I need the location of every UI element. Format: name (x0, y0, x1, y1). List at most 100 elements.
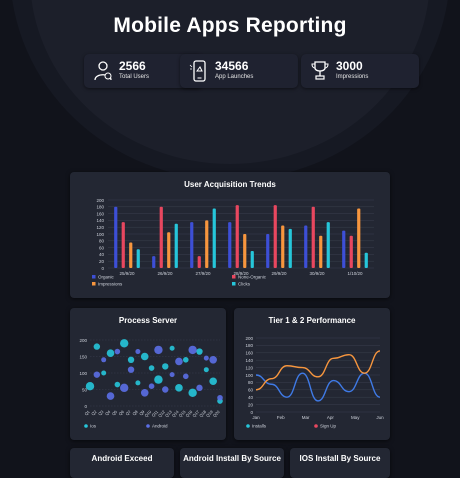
bar (228, 222, 232, 268)
y-tick-label: 0 (84, 404, 87, 409)
card-android-exceed: Android Exceed (70, 448, 174, 478)
bar (190, 222, 194, 268)
bar (250, 251, 254, 268)
x-tick-label: 28/9/20 (233, 271, 249, 276)
y-tick-label: 200 (96, 198, 104, 203)
series-line (255, 372, 381, 402)
bar (266, 234, 270, 268)
bar (205, 220, 209, 268)
scatter-point (169, 345, 175, 351)
x-tick-label: Q12 (157, 409, 166, 418)
bar (121, 222, 125, 268)
scatter-point (140, 352, 149, 361)
bar (304, 225, 308, 268)
bar (235, 205, 239, 268)
y-tick-label: 40 (248, 395, 254, 400)
scatter-point (106, 392, 115, 400)
card-tier-performance: Tier 1 & 2 Performance 200 180 160 140 120 10… (234, 308, 390, 440)
x-tick-label: Q7 (124, 409, 132, 417)
bar (129, 242, 133, 268)
y-tick-label: 20 (99, 259, 105, 264)
x-tick-label: Q1 (83, 409, 91, 417)
card-title: Process Server (118, 316, 178, 325)
scatter-point (209, 356, 217, 364)
scatter-point (175, 384, 183, 392)
scatter-point (209, 377, 217, 386)
legend-label: Sign Up (320, 424, 337, 429)
bar (174, 223, 178, 268)
x-tick-label: May (351, 415, 360, 420)
x-tick-label: Apr (327, 415, 335, 420)
scatter-point (135, 380, 141, 386)
y-tick-label: 200 (79, 338, 87, 343)
scatter-point (101, 370, 107, 376)
legend-label: Installs (252, 424, 267, 429)
bar (342, 230, 346, 268)
phone-icon (189, 60, 206, 82)
scatter-point (154, 375, 163, 384)
card-ios-install-by-source: IOS Install By Source (290, 448, 390, 478)
bar (114, 206, 118, 268)
legend-label: None-Organic (238, 274, 267, 279)
bar (273, 205, 277, 268)
x-tick-label: 29/9/20 (271, 271, 287, 276)
x-tick-label: Q11 (150, 409, 159, 418)
y-tick-label: 150 (79, 354, 87, 359)
bar (326, 222, 330, 268)
y-tick-label: 50 (82, 387, 88, 392)
trophy-icon (311, 61, 329, 80)
bar (212, 208, 216, 268)
scatter-point (85, 382, 95, 391)
y-tick-label: 100 (245, 373, 253, 378)
series-line (255, 350, 381, 391)
legend-swatch (232, 275, 236, 279)
scatter-point (154, 345, 163, 355)
scatter-point (127, 356, 135, 363)
y-tick-label: 60 (248, 388, 254, 393)
y-tick-label: 20 (248, 402, 254, 407)
x-tick-label: Q17 (191, 409, 200, 418)
y-tick-label: 120 (245, 365, 253, 370)
y-tick-label: 160 (245, 351, 253, 356)
card-title: Tier 1 & 2 Performance (268, 316, 356, 325)
bar (197, 256, 201, 268)
page-title: Mobile Apps Reporting (113, 14, 347, 37)
scatter-point (127, 366, 135, 373)
legend-swatch (146, 424, 150, 428)
y-tick-label: 140 (96, 218, 104, 223)
scatter-point (203, 355, 209, 361)
scatter-point (169, 372, 175, 378)
bar (357, 208, 361, 268)
scatter-point (135, 349, 141, 355)
x-tick-label: Q9 (138, 409, 146, 417)
scatter-point (162, 386, 169, 393)
legend-swatch (92, 275, 96, 279)
x-tick-label: 1/10/20 (347, 271, 363, 276)
x-tick-label: 25/9/20 (119, 271, 135, 276)
y-tick-label: 120 (96, 225, 104, 230)
scatter-point (162, 363, 169, 370)
card-title: Android Exceed (91, 454, 153, 463)
bar (364, 252, 368, 268)
scatter-point (217, 394, 223, 401)
stat-label: Total Users (119, 74, 150, 80)
x-tick-label: Q13 (164, 409, 173, 418)
bar (288, 228, 292, 268)
x-tick-label: 27/9/20 (195, 271, 211, 276)
scatter-point (101, 357, 107, 363)
legend-label: Impressions (98, 281, 123, 286)
legend-label: Ios (90, 424, 97, 429)
x-tick-label: Q15 (178, 409, 187, 418)
scatter-point (188, 345, 197, 355)
stat-card-impressions: 3000 Impressions (301, 54, 419, 88)
scatter-point (120, 339, 129, 348)
y-tick-label: 160 (96, 211, 104, 216)
bar (281, 225, 285, 268)
x-tick-label: Q18 (198, 409, 207, 418)
y-tick-label: 0 (250, 410, 253, 415)
y-tick-label: 100 (79, 371, 87, 376)
x-tick-label: Mar (302, 415, 310, 420)
bar (136, 249, 140, 268)
stat-value: 34566 (215, 59, 249, 73)
